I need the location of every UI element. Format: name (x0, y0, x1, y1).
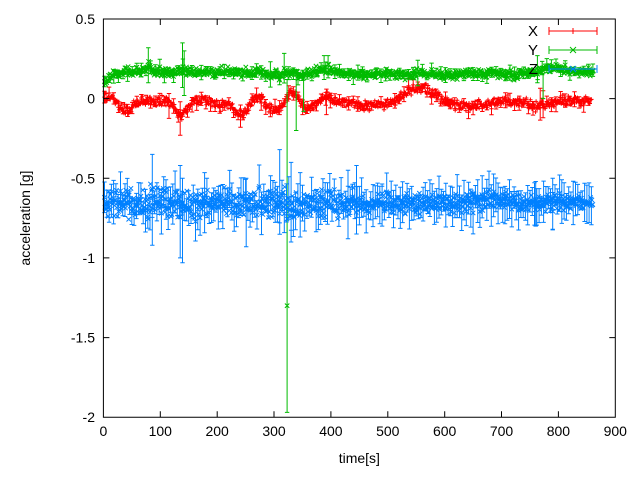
svg-text:800: 800 (547, 423, 571, 439)
svg-text:-1.5: -1.5 (71, 330, 95, 346)
svg-text:200: 200 (205, 423, 229, 439)
svg-text:time[s]: time[s] (339, 450, 380, 466)
svg-text:0: 0 (87, 91, 95, 107)
svg-text:500: 500 (376, 423, 400, 439)
svg-text:0: 0 (100, 423, 108, 439)
svg-text:Y: Y (528, 42, 538, 59)
svg-text:600: 600 (433, 423, 457, 439)
svg-text:X: X (528, 23, 538, 40)
svg-text:acceleration [g]: acceleration [g] (17, 171, 33, 266)
svg-text:0.5: 0.5 (76, 11, 96, 27)
svg-text:-1: -1 (83, 250, 96, 266)
svg-text:-0.5: -0.5 (71, 170, 95, 186)
svg-text:900: 900 (604, 423, 628, 439)
svg-text:700: 700 (490, 423, 514, 439)
svg-text:-2: -2 (83, 409, 96, 425)
svg-text:400: 400 (319, 423, 343, 439)
svg-text:100: 100 (149, 423, 173, 439)
svg-text:300: 300 (262, 423, 286, 439)
svg-text:Z: Z (529, 61, 538, 78)
